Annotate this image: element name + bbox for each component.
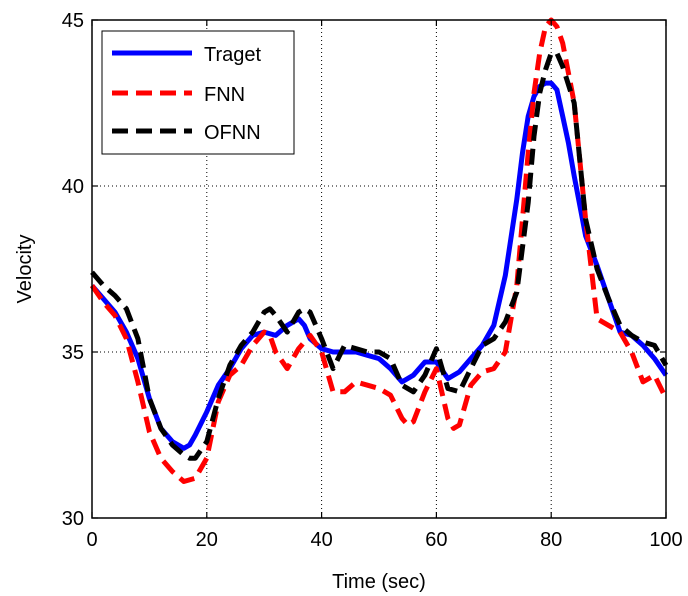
x-tick-label: 40: [310, 529, 332, 551]
x-tick-label: 100: [649, 529, 682, 551]
x-tick-label: 80: [540, 529, 562, 551]
plot-frame: [91, 19, 667, 519]
series-line-ofnn: [90, 50, 669, 461]
y-tick-label: 30: [62, 508, 84, 530]
y-tick-label: 45: [62, 10, 84, 32]
legend-label-ofnn: OFNN: [204, 122, 261, 144]
legend-box: [101, 30, 295, 155]
y-tick-label: 40: [62, 176, 84, 198]
data-series: [89, 17, 669, 484]
legend-label-traget: Traget: [204, 44, 262, 66]
legend-label-fnn: FNN: [204, 84, 245, 106]
x-tick-label: 0: [86, 529, 97, 551]
ticks: 0 20 40 60 80 100 30 35 40 45: [62, 10, 683, 551]
legend-entry-fnn: FNN: [112, 84, 245, 106]
x-tick-label: 60: [425, 529, 447, 551]
y-axis-label: Velocity: [14, 235, 36, 304]
series-line-fnn: [89, 17, 669, 484]
legend: Traget FNN OFNN: [101, 30, 295, 155]
x-axis-label: Time (sec): [332, 571, 426, 593]
x-tick-label: 20: [196, 529, 218, 551]
legend-entry-ofnn: OFNN: [112, 122, 261, 144]
legend-entry-traget: Traget: [112, 44, 262, 66]
grid: [92, 20, 666, 518]
y-tick-label: 35: [62, 342, 84, 364]
